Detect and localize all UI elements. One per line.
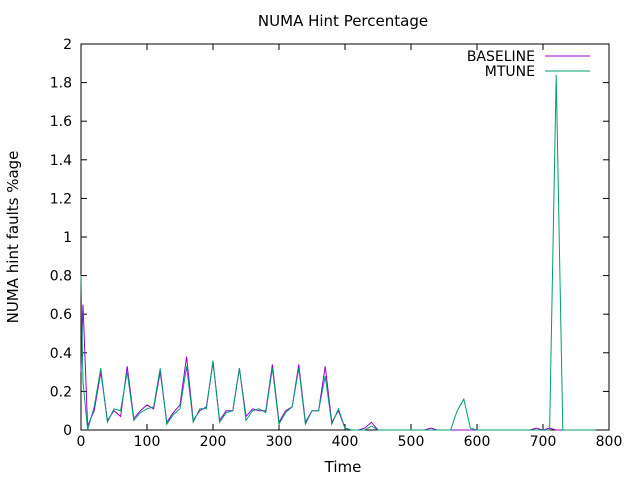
y-axis-label: NUMA hint faults %age xyxy=(4,151,22,324)
y-tick-label: 1.2 xyxy=(50,191,72,207)
x-axis-label: Time xyxy=(324,458,362,476)
chart-title: NUMA Hint Percentage xyxy=(258,12,428,30)
y-tick-label: 2 xyxy=(63,37,72,53)
y-tick-label: 0 xyxy=(63,423,72,439)
x-tick-label: 800 xyxy=(596,434,623,450)
axis-ticks: 0 100 200 300 400 500 600 700 800 0 0.2 0.4 0.6 0.8 1 1… xyxy=(50,37,623,450)
y-tick-label: 0.6 xyxy=(50,307,72,323)
y-tick-label: 1.4 xyxy=(50,153,72,169)
x-tick-label: 0 xyxy=(77,434,86,450)
x-tick-label: 100 xyxy=(134,434,161,450)
y-tick-label: 0.8 xyxy=(50,269,72,285)
x-tick-label: 700 xyxy=(530,434,557,450)
x-tick-label: 400 xyxy=(332,434,359,450)
legend-label-baseline: BASELINE xyxy=(467,49,535,65)
x-tick-label: 200 xyxy=(200,434,227,450)
x-tick-label: 300 xyxy=(266,434,293,450)
y-tick-label: 1 xyxy=(63,230,72,246)
series-line-mtune xyxy=(80,74,596,431)
x-tick-label: 500 xyxy=(398,434,425,450)
y-tick-label: 0.4 xyxy=(50,346,72,362)
series-layer xyxy=(80,74,596,431)
series-line-baseline xyxy=(80,304,596,431)
y-tick-label: 0.2 xyxy=(50,384,72,400)
y-tick-label: 1.6 xyxy=(50,114,72,130)
y-tick-label: 1.8 xyxy=(50,76,72,92)
x-tick-label: 600 xyxy=(464,434,491,450)
legend-label-mtune: MTUNE xyxy=(485,64,535,80)
